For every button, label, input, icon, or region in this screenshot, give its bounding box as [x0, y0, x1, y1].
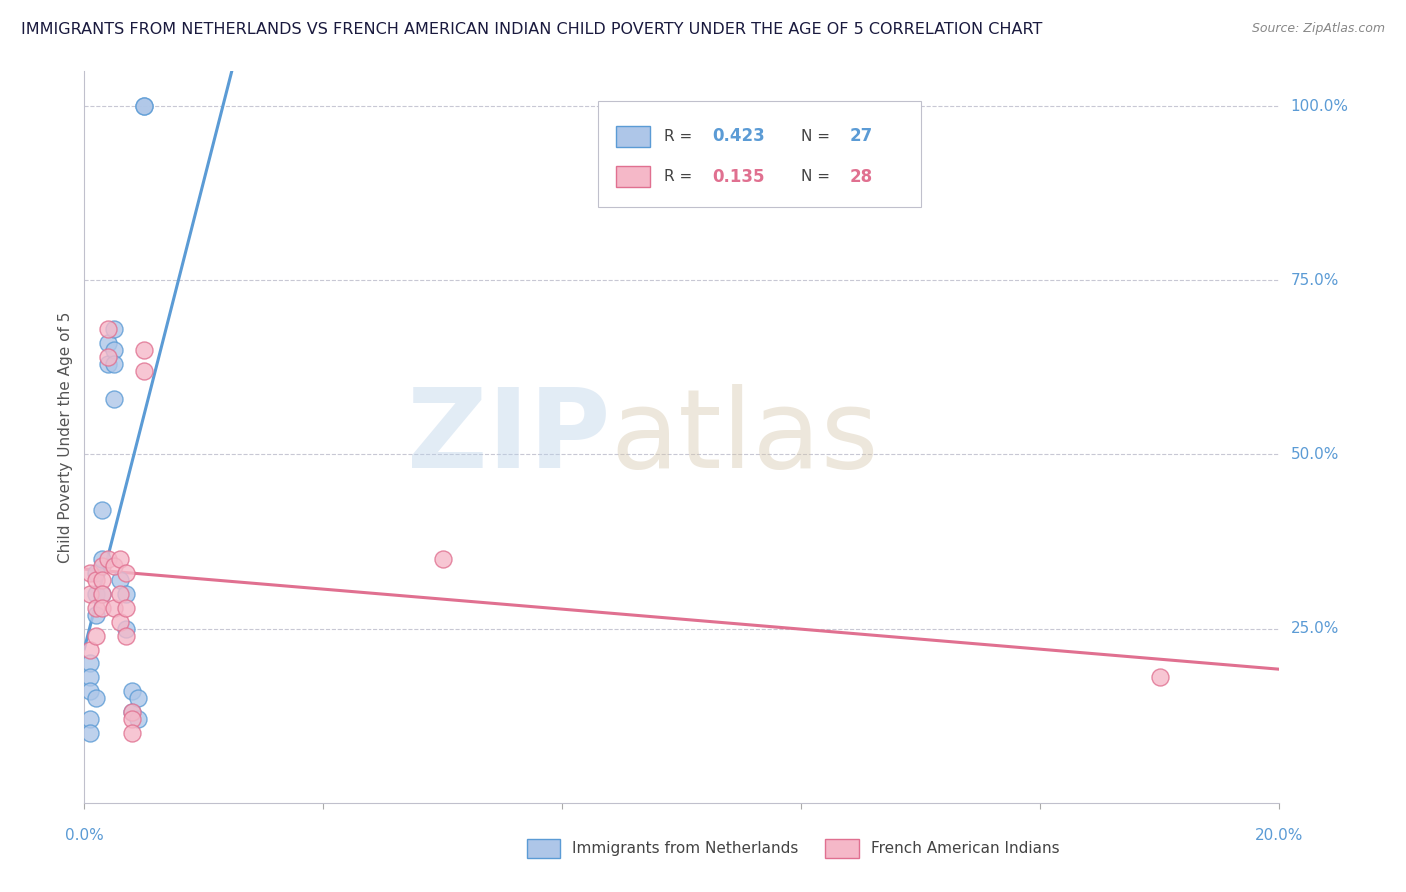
Point — [97, 336, 120, 351]
Point — [110, 552, 132, 566]
FancyBboxPatch shape — [599, 101, 921, 207]
Text: IMMIGRANTS FROM NETHERLANDS VS FRENCH AMERICAN INDIAN CHILD POVERTY UNDER THE AG: IMMIGRANTS FROM NETHERLANDS VS FRENCH AM… — [21, 22, 1042, 37]
Text: R =: R = — [664, 169, 697, 184]
Point — [79, 642, 101, 657]
Point — [127, 712, 149, 726]
Point — [115, 566, 138, 580]
Point — [103, 343, 125, 357]
Point — [91, 558, 114, 573]
Point — [86, 566, 108, 580]
Point — [121, 684, 143, 698]
Point — [115, 587, 138, 601]
Point — [79, 587, 101, 601]
Text: 25.0%: 25.0% — [1291, 621, 1339, 636]
FancyBboxPatch shape — [825, 839, 859, 858]
Point — [103, 558, 125, 573]
Point — [115, 629, 138, 643]
Point — [79, 657, 101, 671]
Text: R =: R = — [664, 129, 697, 144]
Point — [132, 364, 156, 378]
Text: 20.0%: 20.0% — [1256, 828, 1303, 843]
Text: 27: 27 — [849, 128, 873, 145]
Text: Immigrants from Netherlands: Immigrants from Netherlands — [572, 840, 799, 855]
Y-axis label: Child Poverty Under the Age of 5: Child Poverty Under the Age of 5 — [58, 311, 73, 563]
Point — [79, 670, 101, 684]
Text: 0.135: 0.135 — [711, 168, 765, 186]
Point — [132, 99, 156, 113]
Point — [132, 99, 156, 113]
Text: ZIP: ZIP — [406, 384, 610, 491]
Point — [79, 712, 101, 726]
Text: atlas: atlas — [610, 384, 879, 491]
Point — [86, 607, 108, 622]
Text: N =: N = — [801, 169, 835, 184]
Point — [103, 392, 125, 406]
Text: 0.0%: 0.0% — [65, 828, 104, 843]
Point — [79, 726, 101, 740]
Point — [103, 357, 125, 371]
Point — [91, 600, 114, 615]
Text: French American Indians: French American Indians — [870, 840, 1059, 855]
Point — [86, 587, 108, 601]
Point — [121, 705, 143, 719]
Point — [103, 322, 125, 336]
Point — [115, 600, 138, 615]
Point — [86, 573, 108, 587]
Point — [127, 691, 149, 706]
Text: Source: ZipAtlas.com: Source: ZipAtlas.com — [1251, 22, 1385, 36]
Point — [121, 705, 143, 719]
Text: N =: N = — [801, 129, 835, 144]
Text: 50.0%: 50.0% — [1291, 447, 1339, 462]
FancyBboxPatch shape — [616, 167, 650, 187]
Point — [110, 587, 132, 601]
Point — [1149, 670, 1171, 684]
Text: 75.0%: 75.0% — [1291, 273, 1339, 288]
FancyBboxPatch shape — [527, 839, 560, 858]
Point — [110, 615, 132, 629]
Point — [103, 600, 125, 615]
Point — [121, 726, 143, 740]
Point — [115, 622, 138, 636]
Point — [79, 566, 101, 580]
Point — [97, 552, 120, 566]
Point — [432, 552, 454, 566]
Point — [86, 691, 108, 706]
Point — [97, 350, 120, 364]
Text: 28: 28 — [849, 168, 872, 186]
Point — [97, 322, 120, 336]
Point — [132, 343, 156, 357]
Point — [86, 600, 108, 615]
Point — [110, 573, 132, 587]
Point — [91, 587, 114, 601]
Text: 0.423: 0.423 — [711, 128, 765, 145]
Point — [86, 629, 108, 643]
Point — [91, 587, 114, 601]
Point — [97, 357, 120, 371]
Point — [79, 684, 101, 698]
Point — [91, 503, 114, 517]
Point — [91, 552, 114, 566]
FancyBboxPatch shape — [616, 127, 650, 146]
Text: 100.0%: 100.0% — [1291, 99, 1348, 113]
Point — [121, 712, 143, 726]
Point — [91, 573, 114, 587]
